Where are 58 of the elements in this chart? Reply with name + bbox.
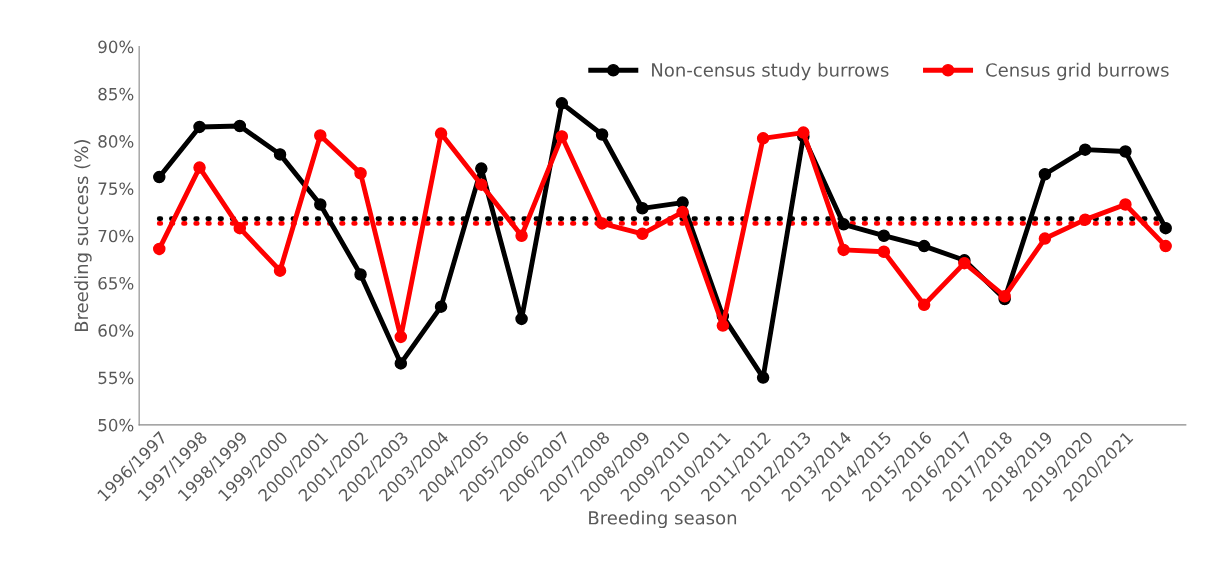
point [153,242,166,256]
point [877,229,891,242]
point [1119,145,1132,158]
point [515,312,528,326]
y-tick-label: 65% [98,276,134,290]
point [636,227,649,241]
y-tick-label: 70% [98,229,134,243]
point [797,126,810,139]
y-tick-label: 75% [98,182,134,195]
point [354,167,367,180]
point [434,300,448,313]
point [153,170,166,184]
y-tick-label: 50% [98,418,134,432]
point [837,218,850,231]
point [1038,232,1052,245]
point [314,129,327,142]
point [394,330,408,344]
point [1038,167,1052,181]
point [314,198,327,211]
point [555,97,569,110]
point [877,245,891,259]
point [515,229,528,242]
point [233,221,247,235]
point [1078,143,1092,156]
point [917,239,931,253]
point [756,132,770,145]
point [475,178,488,191]
point [636,202,649,215]
point [917,298,931,312]
y-tick-label: 90% [98,40,134,54]
point [434,127,448,140]
x-axis-title: Breeding season [589,510,737,529]
point [1159,221,1172,235]
point [1119,198,1132,211]
point [233,119,247,133]
point [273,264,287,277]
point [475,162,488,175]
point [193,120,206,134]
point [595,217,609,230]
point [1159,239,1172,253]
point [756,371,770,384]
point [193,161,206,174]
y-tick-label: 80% [98,135,134,148]
y-tick-label: 85% [98,87,134,101]
y-tick-label: 60% [98,324,134,337]
point [1078,213,1092,226]
y-tick-label: 55% [98,371,134,385]
point [837,243,850,257]
legend-label: Census grid burrows [986,62,1169,81]
point [676,205,689,219]
point [716,319,730,332]
y-axis-title: Breeding success (%) [74,140,92,332]
point [595,128,609,141]
point [394,357,408,370]
point [273,148,287,161]
point [555,130,569,143]
legend-label: Non-census study burrows [652,62,889,81]
point [354,268,367,281]
